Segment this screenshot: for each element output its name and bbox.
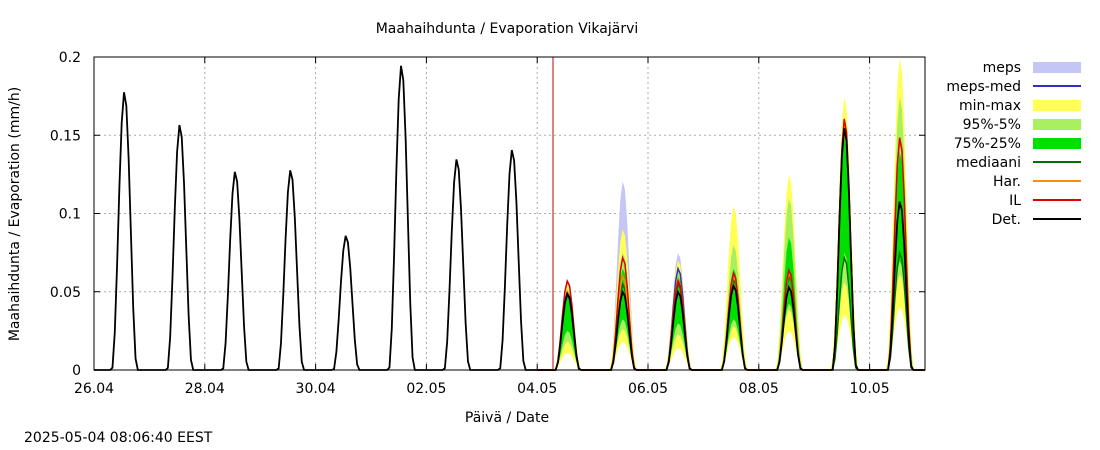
chart-title: Maahaihdunta / Evaporation Vikajärvi <box>376 21 639 37</box>
legend-label: Har. <box>993 174 1021 190</box>
y-tick-label: 0.2 <box>59 50 81 66</box>
legend-label: meps-med <box>946 79 1021 95</box>
x-tick-label: 10.05 <box>850 381 890 397</box>
legend-label: 95%-5% <box>963 117 1021 133</box>
x-axis: 26.04 28.04 30.04 02.05 04.05 06.05 08.05 10.05 <box>74 57 890 397</box>
legend-label: meps <box>983 60 1021 76</box>
series-lines <box>94 65 925 371</box>
timestamp: 2025-05-04 08:06:40 EEST <box>24 430 213 446</box>
y-tick-label: 0.1 <box>59 207 81 223</box>
grid-lines <box>94 57 925 370</box>
x-axis-label: Päivä / Date <box>465 410 549 426</box>
legend-label: Det. <box>992 212 1021 228</box>
x-tick-label: 26.04 <box>74 381 114 397</box>
legend-label: min-max <box>959 98 1021 114</box>
y-tick-label: 0.05 <box>50 285 81 301</box>
band-75-25- <box>537 136 925 370</box>
legend-swatch <box>1033 138 1081 149</box>
legend-swatch <box>1033 119 1081 130</box>
y-tick-label: 0 <box>72 363 81 379</box>
x-tick-label: 02.05 <box>406 381 446 397</box>
x-tick-label: 04.05 <box>517 381 557 397</box>
y-axis: 0 0.05 0.1 0.15 0.2 <box>50 50 925 379</box>
legend-label: mediaani <box>956 155 1021 171</box>
x-tick-label: 30.04 <box>296 381 336 397</box>
legend-swatch <box>1033 62 1081 73</box>
y-tick-label: 0.15 <box>50 128 81 144</box>
x-tick-label: 08.05 <box>739 381 779 397</box>
legend-label: 75%-25% <box>954 136 1021 152</box>
x-tick-label: 28.04 <box>185 381 225 397</box>
series-det <box>94 65 925 371</box>
legend-label: IL <box>1009 193 1021 209</box>
legend: meps meps-med min-max 95%-5% 75%-25% mediaani… <box>946 60 1081 228</box>
legend-swatch <box>1033 100 1081 111</box>
x-tick-label: 06.05 <box>628 381 668 397</box>
y-axis-label: Maahaihdunta / Evaporation (mm/h) <box>7 87 23 341</box>
